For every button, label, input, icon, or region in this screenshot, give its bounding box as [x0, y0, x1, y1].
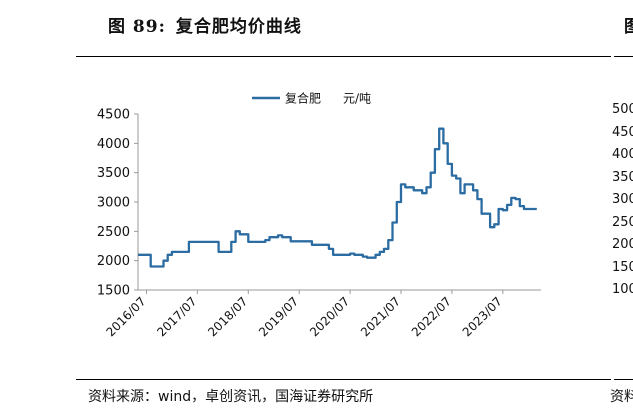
adjacent-y-tick-label: 150: [612, 259, 633, 275]
source-note: 资料来源：wind，卓创资讯，国海证券研究所: [88, 389, 374, 405]
adjacent-y-tick-label: 400: [612, 147, 633, 162]
adjacent-y-tick-label: 300: [612, 192, 633, 207]
figure-title: 图 89: 复合肥均价曲线: [108, 12, 302, 37]
adjacent-y-tick-label: 500: [612, 102, 633, 117]
figure-number: 图 89:: [108, 17, 166, 37]
bottom-rule: [76, 379, 611, 380]
line-chart: 1500 2000 2500 3000 3500 4000 4500 2016/07 2017/…: [97, 91, 541, 339]
y-tick-label: 1500: [97, 284, 130, 299]
adjacent-figure-title-fragment: 图: [624, 17, 633, 37]
x-tick-label: 2022/07: [409, 294, 454, 339]
y-tick-label: 2000: [97, 254, 130, 269]
x-tick-label: 2018/07: [205, 294, 250, 339]
adjacent-bottom-rule: [614, 379, 633, 380]
adjacent-y-tick-label: 200: [612, 237, 633, 252]
y-tick-label: 4000: [97, 137, 130, 152]
y-tick-label: 3500: [97, 166, 130, 181]
adjacent-y-tick-label: 100: [612, 282, 633, 297]
adjacent-y-tick-label: 450: [612, 124, 633, 140]
y-tick-label: 2500: [97, 225, 130, 240]
unit-label: 元/吨: [343, 92, 371, 106]
figure-title-text: 复合肥均价曲线: [175, 17, 302, 37]
y-tick-label: 4500: [97, 108, 130, 123]
x-tick-label: 2021/07: [358, 294, 403, 339]
x-tick-label: 2023/07: [460, 294, 505, 339]
adjacent-top-rule: [614, 56, 633, 57]
adjacent-source-fragment: 资料: [610, 389, 633, 405]
x-tick-label: 2016/07: [103, 294, 148, 339]
y-tick-label: 3000: [97, 196, 130, 211]
adjacent-y-tick-label: 350: [612, 169, 633, 185]
top-rule: [76, 56, 611, 57]
x-tick-label: 2019/07: [256, 294, 301, 339]
adjacent-y-tick-label: 250: [612, 214, 633, 230]
x-tick-label: 2017/07: [154, 294, 199, 339]
adjacent-chart-y-axis-fragment: 500 450 400 350 300 250 200 150 100: [612, 0, 633, 380]
series-line-复合肥: [138, 127, 537, 268]
x-tick-label: 2020/07: [307, 294, 352, 339]
legend-label: 复合肥: [285, 91, 321, 106]
